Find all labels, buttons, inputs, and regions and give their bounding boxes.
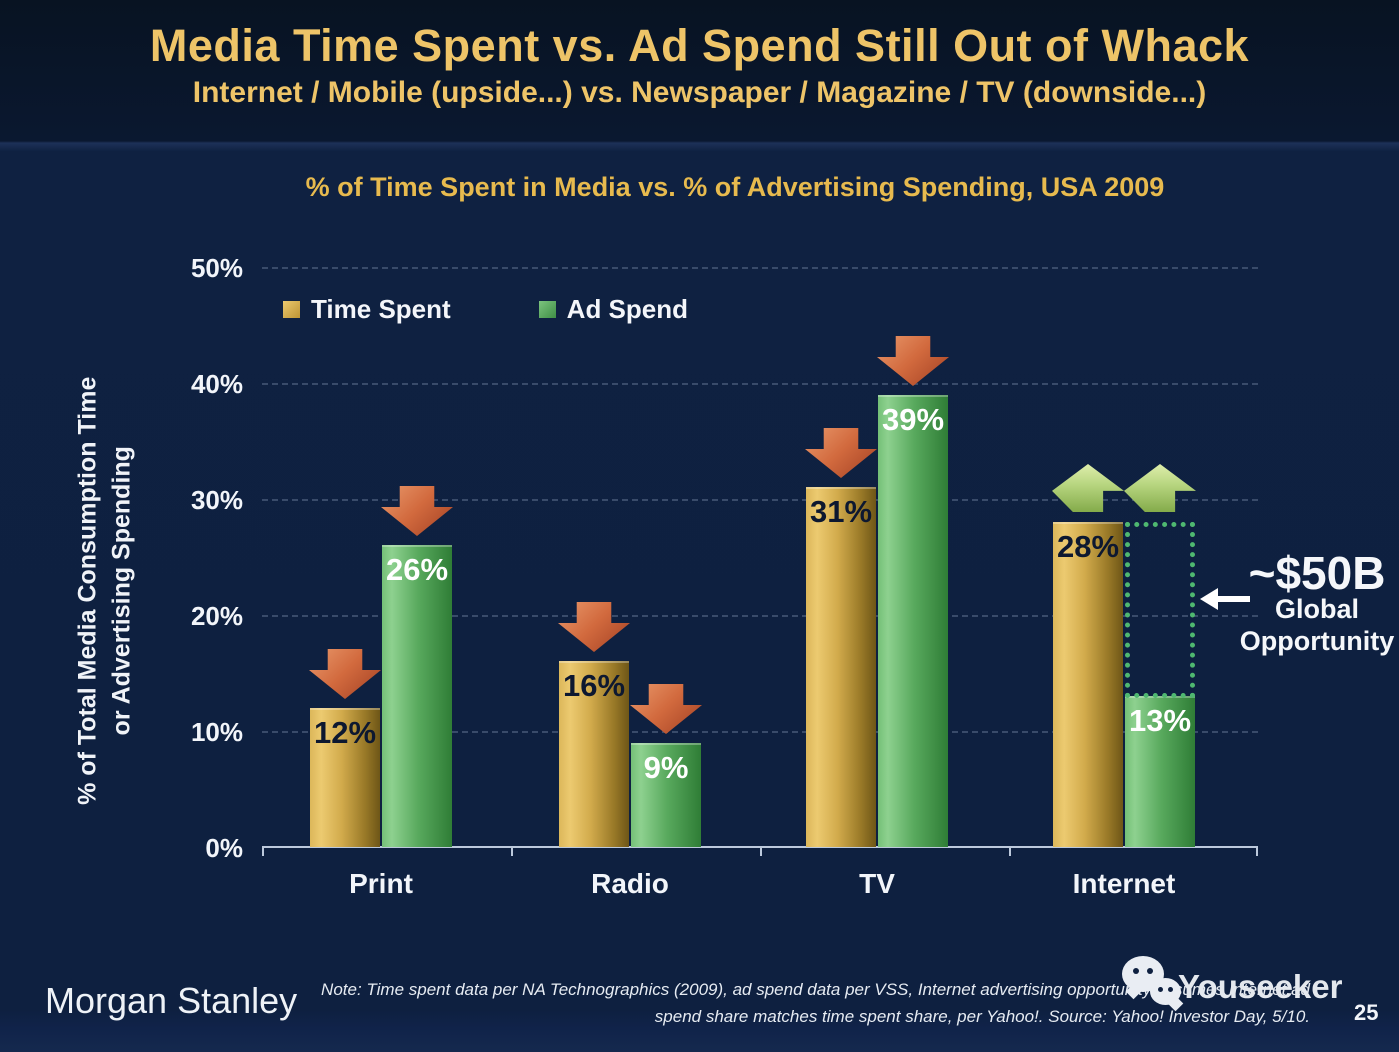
gridline-20: [262, 615, 1258, 617]
bar-value-label: 26%: [385, 552, 449, 587]
bar-value-label: 13%: [1128, 703, 1192, 738]
y-tick-label: 0%: [205, 833, 243, 863]
bar-radio-time-spent: 16%: [558, 602, 630, 847]
chart-title: % of Time Spent in Media vs. % of Advert…: [305, 172, 1165, 202]
watermark-text: Youseeker: [1178, 968, 1343, 1005]
category-label-tv: TV: [859, 868, 895, 899]
y-axis-title: % of Total Media Consumption Time or Adv…: [71, 231, 139, 951]
bar-group-tv: 31% 39%: [805, 336, 949, 847]
bar-group-radio: 16% 9%: [558, 602, 702, 847]
legend-item-ad-spend: Ad Spend: [538, 294, 689, 325]
opportunity-value: ~$50B: [1248, 547, 1386, 599]
bar-value-label: 16%: [562, 668, 626, 703]
y-tick-label: 10%: [190, 717, 243, 747]
watermark: Youseeker: [1118, 954, 1342, 1016]
plot-area: 12% 26% 16% 9% 31%: [262, 267, 1258, 856]
opportunity-label-line2: Opportunity: [1239, 626, 1395, 656]
source-note-line1: Note: Time spent data per NA Technograph…: [321, 980, 1310, 999]
bar-group-print: 12% 26%: [309, 486, 453, 847]
bar-tv-time-spent: 31%: [805, 428, 877, 847]
axis-tick: [511, 847, 513, 856]
gridline-50: [262, 267, 1258, 269]
page-title: Media Time Spent vs. Ad Spend Still Out …: [149, 20, 1250, 71]
wechat-icon: [1158, 987, 1163, 992]
axis-tick: [760, 847, 762, 856]
left-arrow-icon: [1200, 586, 1252, 617]
y-tick-label: 20%: [190, 601, 243, 631]
axis-tick: [1009, 847, 1011, 856]
bar-print-time-spent: 12%: [309, 649, 381, 847]
bar-group-internet: 28% 13%: [1052, 464, 1196, 847]
bar-value-label: 12%: [313, 715, 377, 750]
category-label-internet: Internet: [1072, 868, 1176, 899]
source-note-line2: spend share matches time spent share, pe…: [654, 1007, 1310, 1026]
y-tick-label: 40%: [190, 369, 243, 399]
bar-radio-ad-spend: 9%: [630, 684, 702, 847]
legend-label: Time Spent: [311, 294, 451, 324]
axis-tick: [262, 847, 264, 856]
legend: Time Spent Ad Spend: [283, 294, 688, 325]
bar-internet-time-spent: 28%: [1053, 522, 1123, 847]
gridline-30: [262, 499, 1258, 501]
bar-value-label: 31%: [809, 494, 873, 529]
y-axis-title-line1: % of Total Media Consumption Time: [73, 376, 102, 805]
source-note: Note: Time spent data per NA Technograph…: [300, 976, 1310, 1030]
opportunity-gap-box: [1125, 522, 1195, 698]
up-arrow-icon: [1052, 464, 1124, 512]
legend-label: Ad Spend: [566, 294, 689, 324]
bar-internet-ad-spend: 13%: [1125, 696, 1195, 847]
down-arrow-icon: [630, 684, 702, 734]
legend-swatch-gold: [283, 301, 300, 318]
down-arrow-icon: [558, 602, 630, 652]
wechat-icon: [1133, 968, 1139, 974]
page-number: 25: [1354, 1000, 1379, 1025]
category-label-radio: Radio: [591, 868, 669, 899]
gridline-10: [262, 731, 1258, 733]
wechat-icon: [1147, 968, 1153, 974]
morgan-stanley-logo: Morgan Stanley: [45, 980, 298, 1021]
down-arrow-icon: [309, 649, 381, 699]
down-arrow-icon: [381, 486, 453, 536]
legend-item-time-spent: Time Spent: [283, 294, 451, 325]
bar-value-label: 39%: [881, 402, 945, 437]
wechat-icon: [1150, 978, 1181, 1005]
gridline-40: [262, 383, 1258, 385]
down-arrow-icon: [877, 336, 949, 386]
y-tick-label: 30%: [190, 485, 243, 515]
wechat-icon: [1168, 987, 1173, 992]
category-label-print: Print: [349, 868, 413, 899]
axis-tick: [1256, 847, 1258, 856]
bar-value-label: 9%: [643, 750, 689, 785]
page-subtitle: Internet / Mobile (upside...) vs. Newspa…: [192, 76, 1207, 109]
bar-value-label: 28%: [1056, 529, 1120, 564]
y-tick-label: 50%: [190, 253, 243, 283]
bar-print-ad-spend: 26%: [381, 486, 453, 847]
legend-swatch-green: [538, 301, 556, 318]
bar-tv-ad-spend: 39%: [877, 336, 949, 847]
up-arrow-icon: [1124, 464, 1196, 512]
down-arrow-icon: [805, 428, 877, 478]
opportunity-label-line1: Global: [1274, 594, 1359, 624]
